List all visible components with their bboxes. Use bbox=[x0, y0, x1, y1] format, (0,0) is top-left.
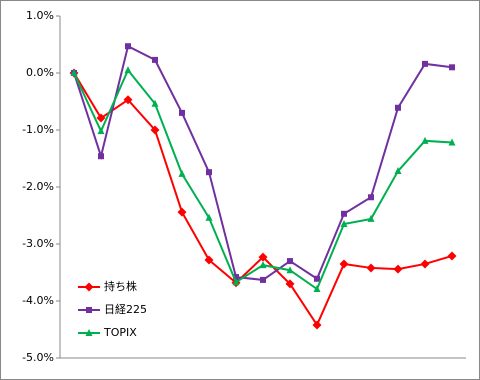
legend-label: 日経225 bbox=[104, 303, 147, 316]
point bbox=[260, 276, 266, 283]
point bbox=[314, 275, 320, 282]
legend-label: TOPIX bbox=[103, 326, 137, 339]
point bbox=[206, 169, 212, 176]
y-tick-label: -3.0% bbox=[22, 237, 54, 250]
point bbox=[178, 169, 186, 177]
point bbox=[366, 263, 376, 273]
point bbox=[286, 266, 294, 274]
point bbox=[150, 125, 160, 135]
legend-label: 持ち株 bbox=[104, 279, 137, 293]
point bbox=[151, 99, 159, 107]
legend-marker bbox=[86, 307, 92, 313]
point bbox=[449, 64, 455, 71]
point bbox=[447, 251, 457, 261]
legend-marker bbox=[85, 329, 93, 336]
point bbox=[204, 255, 214, 265]
point bbox=[394, 167, 402, 175]
point bbox=[205, 213, 213, 221]
point bbox=[340, 220, 348, 228]
point bbox=[339, 259, 349, 269]
point bbox=[368, 194, 374, 201]
point bbox=[179, 109, 185, 116]
point bbox=[448, 138, 456, 146]
point bbox=[233, 274, 239, 281]
point bbox=[70, 69, 78, 76]
point bbox=[367, 214, 375, 222]
point bbox=[395, 104, 401, 111]
point bbox=[98, 153, 104, 160]
y-tick-label: -2.0% bbox=[22, 180, 54, 193]
point bbox=[124, 66, 132, 74]
y-tick-label: -4.0% bbox=[22, 294, 54, 307]
y-tick-label: -1.0% bbox=[22, 123, 54, 136]
y-tick-label: 0.0% bbox=[26, 66, 54, 79]
point bbox=[258, 252, 268, 262]
point bbox=[259, 261, 267, 269]
y-tick-label: -5.0% bbox=[22, 351, 54, 364]
y-tick-label: 1.0% bbox=[26, 9, 54, 22]
point bbox=[232, 278, 240, 286]
point bbox=[287, 258, 293, 265]
point bbox=[152, 56, 158, 63]
legend-marker bbox=[84, 282, 94, 292]
point bbox=[177, 207, 187, 217]
point bbox=[421, 136, 429, 144]
point bbox=[123, 95, 133, 105]
point bbox=[420, 259, 430, 269]
point bbox=[96, 113, 106, 123]
point bbox=[97, 127, 105, 135]
point bbox=[313, 285, 321, 293]
point bbox=[285, 279, 295, 289]
point bbox=[341, 210, 347, 217]
point bbox=[125, 43, 131, 50]
point bbox=[422, 60, 428, 67]
point bbox=[312, 320, 322, 330]
point bbox=[393, 264, 403, 274]
